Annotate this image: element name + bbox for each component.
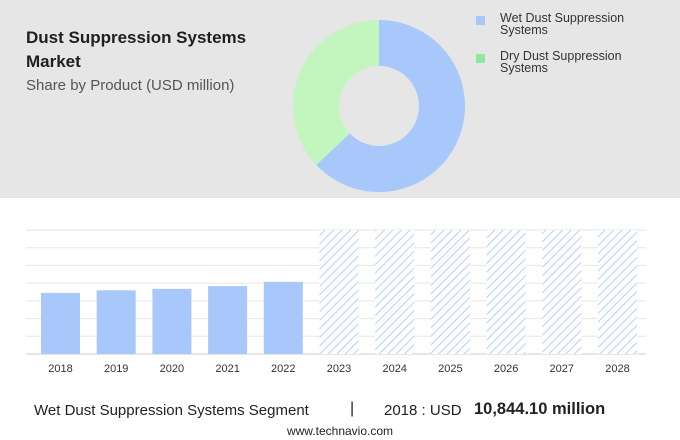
bar-2022[interactable] bbox=[263, 281, 303, 354]
bar-2020[interactable] bbox=[152, 288, 192, 354]
footer-segment: Wet Dust Suppression Systems Segment bbox=[34, 402, 309, 419]
forecast-bar-2027[interactable] bbox=[542, 230, 582, 354]
forecast-bar-2024[interactable] bbox=[375, 230, 415, 354]
x-tick-label: 2019 bbox=[104, 363, 128, 375]
bar-2021[interactable] bbox=[208, 286, 248, 354]
footer-year: 2018 : USD bbox=[384, 402, 462, 419]
x-tick-label: 2024 bbox=[382, 363, 406, 375]
x-tick-label: 2023 bbox=[327, 363, 351, 375]
legend: Wet Dust Suppression Systems Dry Dust Su… bbox=[474, 12, 674, 88]
legend-label-dry-line1: Dry Dust Suppression bbox=[500, 49, 622, 63]
x-tick-label: 2018 bbox=[48, 363, 72, 375]
source-link[interactable]: www.technavio.com bbox=[286, 424, 394, 438]
legend-item-dry[interactable]: Dry Dust Suppression Systems bbox=[474, 50, 674, 74]
footer: Wet Dust Suppression Systems Segment | 2… bbox=[0, 400, 680, 424]
footer-separator: | bbox=[350, 400, 355, 417]
x-tick-label: 2025 bbox=[438, 363, 462, 375]
bar-2019[interactable] bbox=[96, 290, 136, 354]
chart-title: Dust Suppression Systems Market bbox=[26, 28, 247, 71]
legend-label-wet-line1: Wet Dust Suppression bbox=[500, 11, 625, 25]
forecast-bar-2026[interactable] bbox=[486, 230, 526, 354]
legend-swatch-wet bbox=[476, 16, 485, 25]
x-tick-label: 2022 bbox=[271, 363, 295, 375]
donut-slice-dry-dust-suppression-systems[interactable] bbox=[293, 20, 379, 165]
footer-value: 10,844.10 million bbox=[474, 400, 606, 418]
x-tick-label: 2021 bbox=[215, 363, 239, 375]
legend-item-wet[interactable]: Wet Dust Suppression Systems bbox=[474, 12, 674, 36]
legend-label-dry-line2: Systems bbox=[500, 61, 548, 75]
donut-slice-wet-dust-suppression-systems[interactable] bbox=[316, 20, 465, 192]
forecast-bar-2025[interactable] bbox=[430, 230, 470, 354]
x-tick-label: 2028 bbox=[605, 363, 629, 375]
legend-swatch-dry bbox=[476, 54, 485, 63]
x-tick-label: 2026 bbox=[494, 363, 518, 375]
donut-chart bbox=[293, 20, 465, 192]
chart-subtitle: Share by Product (USD million) bbox=[26, 77, 235, 94]
forecast-bar-2028[interactable] bbox=[598, 230, 637, 354]
forecast-bar-2023[interactable] bbox=[319, 230, 359, 354]
x-tick-label: 2020 bbox=[160, 363, 184, 375]
legend-label-wet-line2: Systems bbox=[500, 23, 548, 37]
bar-chart: 2018 2019 2020 2021 2022 2023 2024 2025 2026 2027… bbox=[26, 229, 646, 375]
x-tick-label: 2027 bbox=[550, 363, 574, 375]
bar-2018[interactable] bbox=[41, 292, 80, 354]
